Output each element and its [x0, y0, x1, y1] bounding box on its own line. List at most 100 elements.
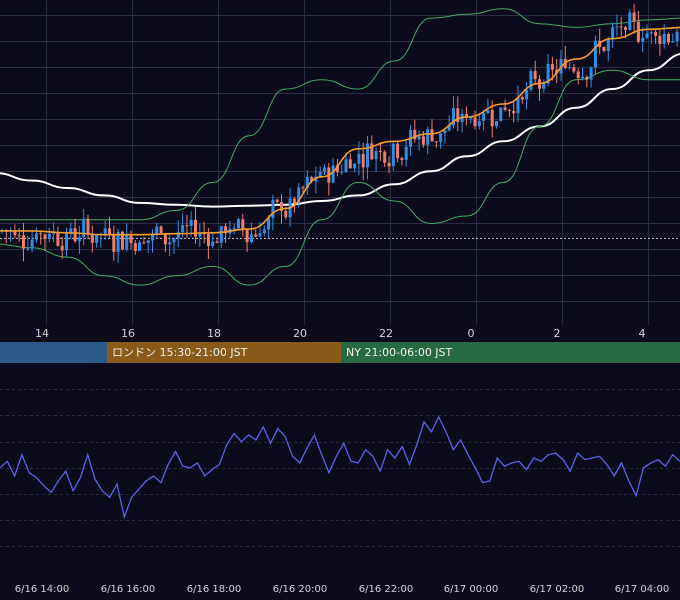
time-tick-label: 6/16 20:00 [272, 584, 328, 595]
candle-down [224, 226, 228, 234]
candle-down [284, 210, 288, 218]
candle-up [439, 133, 443, 143]
candle-down [310, 176, 314, 182]
candle-up [499, 107, 503, 122]
candle-up [366, 143, 369, 168]
candle-down [434, 141, 438, 143]
candle-down [490, 110, 494, 127]
candle-down [396, 143, 400, 159]
candle-up [516, 97, 520, 114]
candle-down [602, 47, 606, 52]
candle-up [611, 27, 615, 40]
candle-up [529, 71, 533, 90]
candle-down [112, 234, 116, 252]
candle-down [133, 243, 137, 251]
candle-up [168, 242, 172, 245]
candle-up [357, 153, 361, 164]
candle-up [443, 130, 447, 134]
session-tokyo [0, 342, 107, 363]
candle-up [477, 120, 481, 127]
candle-down [550, 63, 554, 70]
candle-up [546, 63, 550, 84]
candle-down [73, 228, 77, 242]
oscillator-pane[interactable] [0, 367, 680, 577]
candle-up [391, 143, 395, 167]
candle-down [632, 12, 636, 22]
candle-up [542, 83, 546, 89]
time-tick-label: 6/16 22:00 [358, 584, 414, 595]
candle-up [146, 240, 150, 243]
candle-down [507, 109, 511, 111]
candle-up [641, 37, 645, 42]
bollinger-upper-band [0, 8, 680, 221]
candle-up [232, 228, 236, 230]
candle-up [417, 136, 421, 140]
candle-down [280, 201, 283, 211]
time-tick-label: 6/16 14:00 [14, 584, 70, 595]
candle-up [138, 242, 142, 251]
candle-down [108, 228, 111, 235]
candle-up [447, 125, 451, 131]
candle-down [275, 199, 279, 202]
candle-up [181, 225, 185, 233]
candle-up [237, 219, 240, 229]
hour-tick-label: 0 [467, 327, 475, 340]
candle-down [17, 235, 21, 237]
candle-down [387, 162, 391, 167]
candle-up [482, 113, 486, 121]
candle-down [503, 107, 507, 110]
price-chart-pane[interactable] [0, 0, 680, 325]
candle-up [267, 218, 271, 230]
candle-up [198, 233, 202, 237]
time-tick-label: 6/17 04:00 [614, 584, 670, 595]
candle-down [185, 225, 189, 227]
bollinger-lower-band [0, 69, 680, 286]
candle-down [512, 110, 516, 114]
candle-down [215, 241, 219, 243]
candle-up [374, 150, 378, 160]
candle-down [86, 218, 90, 235]
candle-up [323, 167, 326, 172]
candle-up [34, 233, 38, 240]
candle-up [77, 237, 81, 242]
candle-up [340, 171, 344, 173]
candle-up [469, 117, 473, 119]
candle-up [452, 108, 455, 126]
hour-tick-label: 20 [293, 327, 307, 340]
candle-up [116, 231, 120, 252]
time-tick-label: 6/17 00:00 [443, 584, 499, 595]
hour-tick-label: 16 [121, 327, 135, 340]
candle-down [301, 187, 305, 189]
candle-up [271, 199, 275, 219]
candle-down [120, 231, 124, 250]
candle-down [464, 113, 468, 118]
candle-up [331, 165, 335, 183]
candle-down [624, 27, 627, 31]
candle-down [202, 233, 206, 235]
candle-down [667, 33, 670, 43]
candle-down [163, 233, 167, 245]
candle-down [129, 234, 133, 244]
candle-down [413, 129, 417, 140]
candle-up [155, 226, 159, 234]
candle-down [206, 234, 210, 247]
candle-down [473, 117, 477, 127]
time-tick-label: 6/17 02:00 [529, 584, 585, 595]
candle-down [572, 67, 576, 72]
candle-up [249, 234, 253, 243]
price-time-axis: 14 16 18 20 22 0 2 4 [0, 325, 680, 342]
candle-down [576, 71, 580, 79]
candle-up [151, 233, 154, 241]
time-axis: 6/16 14:00 6/16 16:00 6/16 18:00 6/16 20… [0, 580, 680, 600]
candle-down [654, 32, 658, 36]
candle-down [13, 230, 17, 236]
market-session-bar: ロンドン 15:30-21:00 JST NY 21:00-06:00 JST [0, 342, 680, 363]
candle-down [456, 108, 460, 123]
candle-up [103, 228, 107, 234]
hour-tick-label: 18 [207, 327, 221, 340]
candle-down [22, 235, 25, 249]
candle-down [383, 151, 387, 163]
candle-up [65, 233, 68, 251]
candle-up [593, 40, 597, 68]
candle-down [658, 35, 662, 45]
